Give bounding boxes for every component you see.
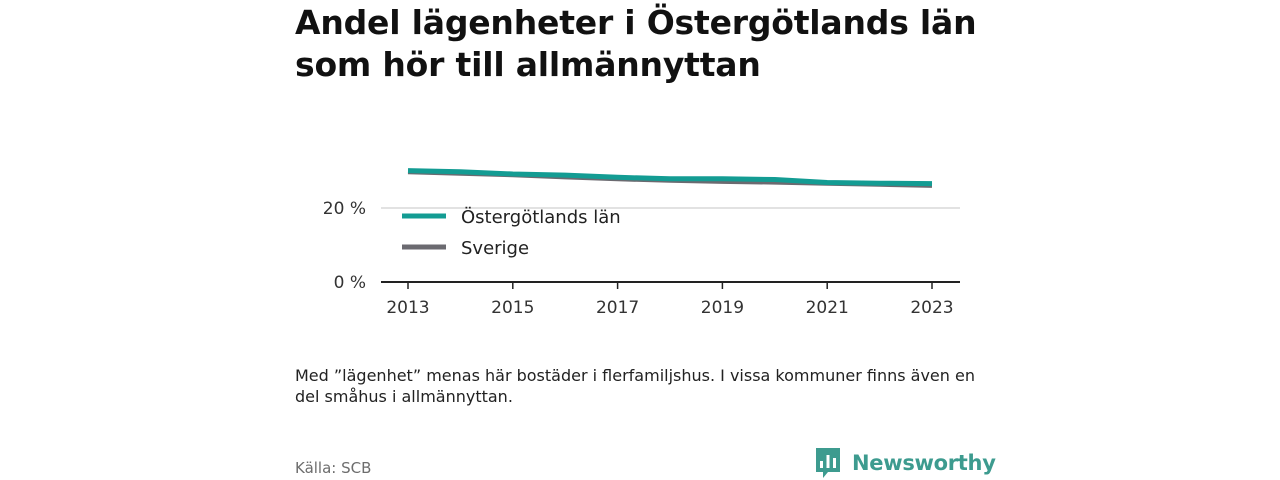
x-tick-label: 2021 xyxy=(806,298,849,318)
y-tick-label: 20 % xyxy=(323,199,366,219)
brand-logo[interactable]: Newsworthy xyxy=(814,446,996,480)
chart-note: Med ”lägenhet” menas här bostäder i fler… xyxy=(295,366,975,406)
x-axis: 2013 2015 2017 2019 2021 2023 xyxy=(381,281,960,318)
source-label: Källa: SCB xyxy=(295,459,372,477)
y-axis: 0 % 20 % xyxy=(323,199,366,293)
legend-label-sverige: Sverige xyxy=(461,238,529,259)
legend: Östergötlands län Sverige xyxy=(402,206,621,259)
x-tick-label: 2023 xyxy=(910,298,953,318)
x-tick-label: 2013 xyxy=(386,298,429,318)
brand-name: Newsworthy xyxy=(852,451,996,475)
newsworthy-logo-icon xyxy=(816,448,840,478)
x-tick-label: 2019 xyxy=(701,298,744,318)
y-tick-label: 0 % xyxy=(334,273,366,293)
x-tick-label: 2015 xyxy=(491,298,534,318)
line-chart: 2013 2015 2017 2019 2021 2023 0 % 20 % Östergö… xyxy=(323,168,960,318)
series-line-ostergotland xyxy=(407,168,933,187)
legend-label-ostergotland: Östergötlands län xyxy=(461,206,621,228)
x-tick-label: 2017 xyxy=(596,298,639,318)
series-layer xyxy=(407,168,933,188)
chart-title: Andel lägenheter i Östergötlands län som… xyxy=(295,3,977,84)
